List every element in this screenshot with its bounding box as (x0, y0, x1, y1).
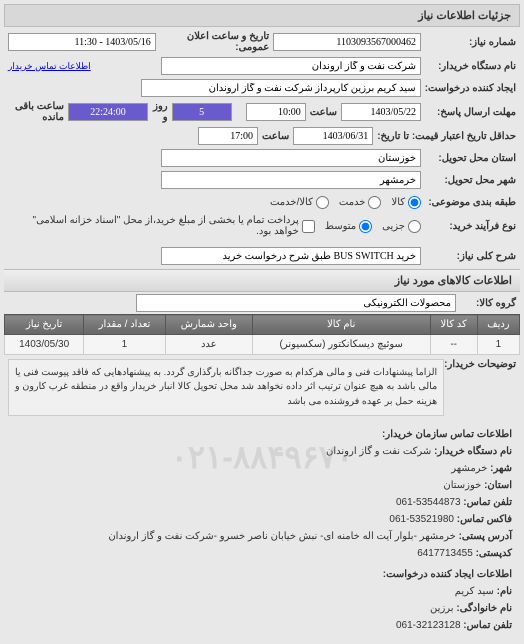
need-no-label: شماره نیاز: (421, 37, 516, 48)
col-name: نام کالا (252, 315, 430, 335)
until-date-input[interactable] (341, 103, 421, 121)
city-label: شهر محل تحویل: (421, 175, 516, 186)
items-section-title: اطلاعات کالاهای مورد نیاز (4, 269, 520, 292)
buyer-desc: الزاما پیشنهادات فنی و مالی هرکدام به صو… (8, 359, 444, 416)
announce-label: تاریخ و ساعت اعلان عمومی: (156, 31, 273, 53)
org-label: نام دستگاه خریدار: (421, 61, 516, 72)
col-qty: تعداد / مقدار (84, 315, 165, 335)
table-row: 1 -- سوئیچ دیسکانکتور (سکسیونر) عدد 1 14… (5, 335, 520, 355)
col-unit: واحد شمارش (165, 315, 252, 335)
price-valid-date-input[interactable] (293, 127, 373, 145)
contact-title: اطلاعات تماس سازمان خریدار: (382, 429, 512, 440)
page-header: جزئیات اطلاعات نیاز (4, 4, 520, 27)
contact-section: ۰۲۱-۸۸۴۹۶۷۰ اطلاعات تماس سازمان خریدار: … (4, 420, 520, 640)
time-label-1: ساعت (306, 107, 341, 118)
price-valid-time-input[interactable] (198, 127, 258, 145)
group-label: گروه کالا: (456, 298, 516, 309)
buyer-desc-label: توضیحات خریدار: (444, 359, 516, 370)
col-code: کد کالا (430, 315, 477, 335)
col-date: تاریخ نیاز (5, 315, 84, 335)
hours-input[interactable] (68, 103, 148, 121)
radio-kala[interactable]: کالا (391, 196, 421, 209)
org-input[interactable] (161, 57, 421, 75)
check-payment[interactable]: پرداخت تمام یا بخشی از مبلغ خرید،از محل … (8, 215, 315, 237)
group-input[interactable] (136, 294, 456, 312)
creator-input[interactable] (141, 79, 421, 97)
process-label: نوع فرآیند خرید: (421, 221, 516, 232)
province-input[interactable] (161, 149, 421, 167)
creator-label: ایجاد کننده درخواست: (421, 83, 516, 94)
radio-jozi[interactable]: جزیی (382, 220, 421, 233)
radio-motavaset[interactable]: متوسط (325, 220, 372, 233)
days-label: روز و (148, 101, 172, 123)
req-title: اطلاعات ایجاد کننده درخواست: (383, 569, 512, 580)
need-title-label: شرح کلی نیاز: (421, 251, 516, 262)
until-time-input[interactable] (246, 103, 306, 121)
contact-link[interactable]: اطلاعات تماس خریدار (8, 61, 91, 72)
radio-kala-khadmat[interactable]: کالا/خدمت (270, 196, 329, 209)
time-label-2: ساعت (258, 131, 293, 142)
need-no-input[interactable] (273, 33, 421, 51)
price-valid-label: حداقل تاریخ اعتبار قیمت: تا تاریخ: (373, 131, 516, 142)
deadline-label: مهلت ارسال پاسخ: (421, 107, 516, 118)
days-input[interactable] (172, 103, 232, 121)
city-input[interactable] (161, 171, 421, 189)
col-row: ردیف (477, 315, 519, 335)
need-title-input[interactable] (161, 247, 421, 265)
items-table: ردیف کد کالا نام کالا واحد شمارش تعداد /… (4, 314, 520, 355)
radio-khadmat[interactable]: خدمت (339, 196, 382, 209)
subject-type-label: طبقه بندی موضوعی: (421, 197, 516, 208)
announce-input[interactable] (8, 33, 156, 51)
remain-label: ساعت باقی مانده (8, 101, 68, 123)
province-label: استان محل تحویل: (421, 153, 516, 164)
